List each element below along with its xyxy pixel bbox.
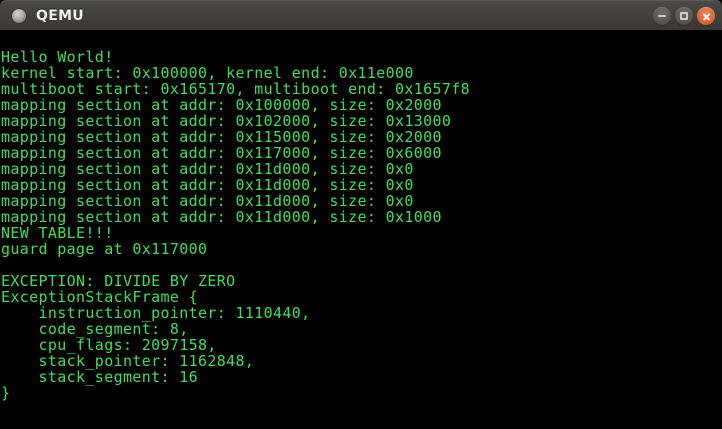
minimize-icon bbox=[658, 15, 666, 17]
qemu-console-output[interactable]: Hello World! kernel start: 0x100000, kern… bbox=[0, 30, 722, 429]
console-line: EXCEPTION: DIVIDE BY ZERO bbox=[1, 272, 236, 290]
console-line: code_segment: 8, bbox=[1, 320, 189, 338]
console-line: mapping section at addr: 0x11d000, size:… bbox=[1, 160, 414, 178]
console-line: ExceptionStackFrame { bbox=[1, 288, 198, 306]
console-line: } bbox=[1, 384, 11, 402]
window-controls bbox=[653, 1, 715, 31]
window-titlebar[interactable]: QEMU bbox=[0, 0, 722, 30]
console-line: mapping section at addr: 0x117000, size:… bbox=[1, 144, 442, 162]
console-line bbox=[0, 257, 722, 273]
console-line: stack_pointer: 1162848, bbox=[1, 352, 255, 370]
close-icon bbox=[702, 12, 711, 21]
window-title: QEMU bbox=[36, 7, 84, 24]
console-line: NEW TABLE!!! bbox=[1, 224, 114, 242]
console-line: multiboot start: 0x165170, multiboot end… bbox=[1, 80, 471, 98]
console-line: Hello World! bbox=[1, 48, 114, 66]
console-line: mapping section at addr: 0x11d000, size:… bbox=[1, 192, 414, 210]
console-line: mapping section at addr: 0x11d000, size:… bbox=[1, 208, 442, 226]
close-button[interactable] bbox=[697, 7, 715, 25]
console-line: instruction_pointer: 1110440, bbox=[1, 304, 311, 322]
console-line: guard page at 0x117000 bbox=[1, 240, 208, 258]
maximize-icon bbox=[680, 12, 688, 20]
console-line: stack_segment: 16 bbox=[1, 368, 198, 386]
console-line: kernel start: 0x100000, kernel end: 0x11… bbox=[1, 64, 414, 82]
console-line: mapping section at addr: 0x102000, size:… bbox=[1, 112, 452, 130]
qemu-app-icon bbox=[11, 7, 27, 24]
console-line: mapping section at addr: 0x11d000, size:… bbox=[1, 176, 414, 194]
console-line: mapping section at addr: 0x115000, size:… bbox=[1, 128, 442, 146]
console-line: mapping section at addr: 0x100000, size:… bbox=[1, 96, 442, 114]
minimize-button[interactable] bbox=[653, 7, 671, 25]
console-line: cpu_flags: 2097158, bbox=[1, 336, 217, 354]
maximize-button[interactable] bbox=[675, 7, 693, 25]
